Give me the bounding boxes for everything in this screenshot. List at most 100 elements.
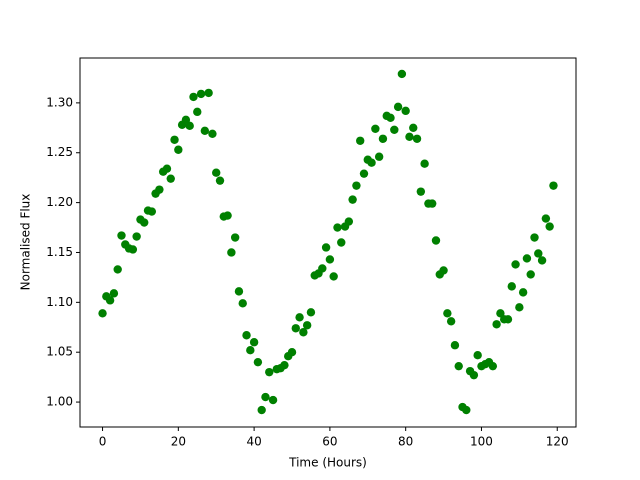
point [537, 256, 547, 265]
point [549, 181, 558, 190]
point [105, 296, 115, 305]
point [98, 309, 107, 318]
point [174, 145, 183, 154]
x-tick-label: 60 [322, 435, 337, 449]
point [196, 89, 206, 99]
point [109, 289, 119, 298]
point [488, 361, 498, 371]
point [117, 231, 126, 240]
point [439, 266, 448, 275]
point [367, 158, 376, 167]
point [189, 92, 198, 102]
x-tick-label: 100 [470, 435, 493, 449]
point [545, 222, 554, 231]
point [401, 106, 410, 116]
point [140, 218, 149, 227]
point [295, 313, 304, 322]
point [208, 129, 217, 138]
point [215, 176, 225, 185]
point [128, 245, 138, 254]
point [374, 152, 384, 161]
x-tick-label: 40 [246, 435, 261, 449]
point [337, 238, 346, 247]
point [503, 315, 513, 324]
point [390, 125, 399, 135]
point [530, 233, 539, 242]
y-axis-label: Normalised Flux [19, 194, 33, 291]
point [193, 107, 202, 117]
point [386, 113, 395, 123]
y-tick-label: 1.15 [46, 245, 73, 259]
point [378, 134, 388, 143]
point [454, 361, 463, 371]
y-tick-label: 1.30 [46, 95, 73, 109]
y-tick-label: 1.00 [46, 395, 73, 409]
point [302, 321, 312, 330]
point [227, 248, 236, 257]
y-tick-label: 1.20 [46, 195, 73, 209]
point [526, 270, 535, 279]
point [446, 317, 456, 326]
point [511, 260, 520, 269]
point [230, 233, 240, 242]
point [412, 134, 422, 143]
y-tick-label: 1.25 [46, 145, 73, 159]
point [405, 132, 414, 141]
point [261, 392, 270, 402]
x-tick-label: 0 [99, 435, 107, 449]
point [246, 346, 255, 355]
point [431, 236, 441, 245]
point [166, 174, 175, 183]
point [238, 299, 247, 308]
point [522, 254, 532, 263]
point [249, 338, 259, 347]
point [287, 348, 297, 357]
point [318, 264, 327, 273]
point [428, 199, 437, 208]
point [534, 249, 543, 258]
point [329, 272, 338, 281]
point [352, 181, 361, 190]
point [515, 303, 524, 312]
point [299, 328, 308, 337]
point [325, 255, 335, 264]
point [348, 195, 357, 204]
point [492, 320, 501, 329]
point [473, 350, 482, 360]
point [416, 187, 426, 196]
point [132, 232, 141, 241]
point [253, 357, 263, 367]
x-tick-label: 80 [398, 435, 413, 449]
point [162, 164, 172, 173]
point [170, 135, 179, 144]
point [280, 360, 289, 370]
point [450, 341, 460, 350]
x-axis-label: Time (Hours) [288, 456, 367, 470]
axes-frame [79, 57, 577, 428]
y-tick-label: 1.05 [46, 345, 73, 359]
point [496, 309, 505, 318]
point [469, 370, 479, 380]
point [185, 121, 194, 131]
point [356, 136, 365, 145]
point [268, 395, 278, 405]
point [443, 309, 452, 318]
point [200, 126, 210, 136]
point [306, 308, 316, 317]
point [409, 123, 418, 133]
point [518, 288, 528, 297]
point [371, 124, 380, 134]
point [321, 243, 331, 252]
x-tick-label: 20 [171, 435, 186, 449]
point [507, 282, 516, 291]
point [265, 367, 274, 377]
point [462, 405, 471, 415]
point [204, 88, 213, 98]
point [155, 185, 164, 194]
point [393, 102, 403, 112]
point [257, 405, 266, 415]
point [234, 287, 244, 296]
y-tick-label: 1.10 [46, 295, 73, 309]
point [397, 69, 407, 79]
